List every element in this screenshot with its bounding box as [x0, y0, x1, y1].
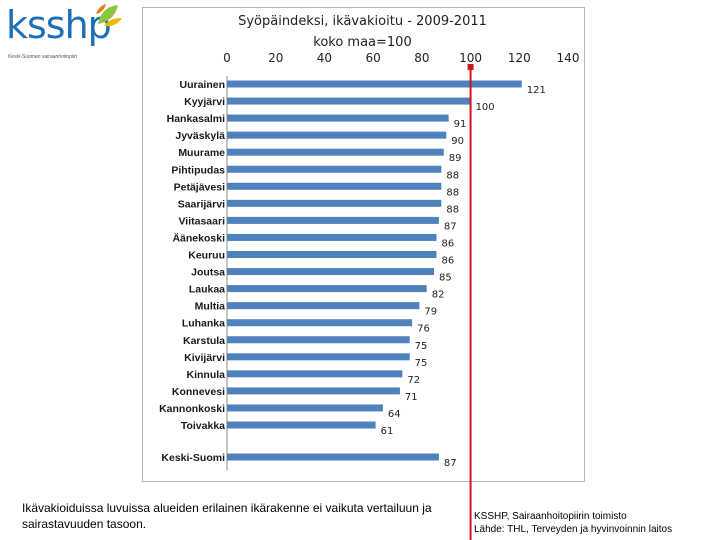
chart-subtitle: koko maa=100 — [313, 35, 412, 50]
bar — [227, 268, 435, 276]
category-label: Saarijärvi — [178, 198, 225, 210]
category-label: Hankasalmi — [167, 113, 225, 125]
bar — [227, 97, 471, 105]
data-label: 82 — [432, 290, 445, 301]
bar — [227, 233, 437, 241]
bar — [227, 182, 442, 190]
category-label: Keuruu — [188, 250, 225, 262]
category-label: Laukaa — [189, 284, 225, 296]
ksshp-logo: ksshp Keski-Suomen sairaanhoitopiiri — [6, 2, 126, 66]
reference-marker — [467, 64, 474, 70]
data-label: 61 — [381, 426, 394, 437]
category-label: Keski-Suomi — [161, 452, 225, 464]
logo-subtitle: Keski-Suomen sairaanhoitopiiri — [8, 54, 77, 60]
data-label: 86 — [441, 256, 454, 267]
category-label: Kivijärvi — [184, 352, 225, 364]
category-label: Luhanka — [182, 318, 225, 330]
x-tick-label: 120 — [508, 51, 531, 65]
category-label: Viitasaari — [178, 215, 225, 227]
data-label: 100 — [476, 102, 495, 113]
source-line: Lähde: THL, Terveyden ja hyvinvoinnin la… — [474, 524, 673, 535]
category-label: Joutsa — [191, 267, 225, 279]
data-label: 89 — [449, 153, 462, 164]
data-label: 90 — [451, 136, 464, 147]
bar — [227, 251, 437, 258]
x-tick-label: 80 — [414, 51, 429, 65]
bar — [227, 453, 439, 461]
bar — [227, 404, 383, 412]
category-label: Multia — [195, 301, 225, 313]
x-tick-label: 0 — [223, 51, 231, 65]
footnote: Ikävakioiduissa luvuissa alueiden erilai… — [22, 501, 432, 531]
category-label: Jyväskylä — [175, 130, 225, 142]
bar — [227, 285, 427, 293]
category-label: Toivakka — [181, 420, 225, 432]
bar — [227, 165, 442, 173]
data-label: 64 — [388, 409, 401, 420]
bar — [227, 370, 403, 378]
bar — [227, 302, 420, 310]
category-label: Kinnula — [187, 369, 226, 381]
data-label: 72 — [407, 375, 420, 386]
data-label: 75 — [415, 341, 428, 352]
data-label: 121 — [527, 85, 546, 96]
bar — [227, 114, 449, 122]
bar — [227, 199, 442, 207]
category-label: Konnevesi — [172, 386, 225, 398]
category-label: Äänekoski — [172, 231, 225, 244]
bar — [227, 319, 413, 327]
leaf-icon — [96, 4, 122, 27]
data-label: 86 — [441, 238, 454, 249]
data-label: 85 — [439, 273, 452, 284]
bar — [227, 421, 376, 429]
data-label: 79 — [424, 307, 437, 318]
data-label: 87 — [444, 458, 457, 469]
category-label: Muurame — [178, 147, 225, 159]
bar — [227, 387, 400, 395]
bar — [227, 216, 439, 224]
x-tick-label: 100 — [459, 51, 482, 65]
x-tick-label: 140 — [557, 51, 580, 65]
data-label: 91 — [454, 119, 467, 130]
bar — [227, 336, 410, 344]
category-label: Kyyjärvi — [184, 96, 225, 108]
data-label: 71 — [405, 392, 418, 403]
bar — [227, 353, 410, 361]
data-label: 87 — [444, 221, 457, 232]
bar — [227, 80, 522, 88]
category-label: Petäjävesi — [174, 181, 225, 193]
data-label: 88 — [446, 204, 459, 215]
data-label: 75 — [415, 358, 428, 369]
x-tick-label: 20 — [268, 51, 283, 65]
category-label: Pihtipudas — [171, 164, 225, 176]
chart-title: Syöpäindeksi, ikävakioitu - 2009-2011 — [238, 14, 487, 29]
category-label: Kannonkoski — [159, 403, 225, 415]
data-label: 88 — [446, 170, 459, 181]
data-label: 76 — [417, 324, 430, 335]
data-label: 88 — [446, 187, 459, 198]
source-block: KSSHP, Sairaanhoitopiirin toimisto Lähde… — [474, 510, 672, 536]
source-org: KSSHP, Sairaanhoitopiirin toimisto — [474, 511, 627, 522]
bar — [227, 131, 447, 139]
bar — [227, 148, 444, 156]
category-label: Uurainen — [179, 79, 225, 91]
logo-wordmark: ksshp — [6, 3, 112, 47]
category-label: Karstula — [183, 335, 225, 347]
x-tick-label: 40 — [317, 51, 332, 65]
x-tick-label: 60 — [366, 51, 381, 65]
